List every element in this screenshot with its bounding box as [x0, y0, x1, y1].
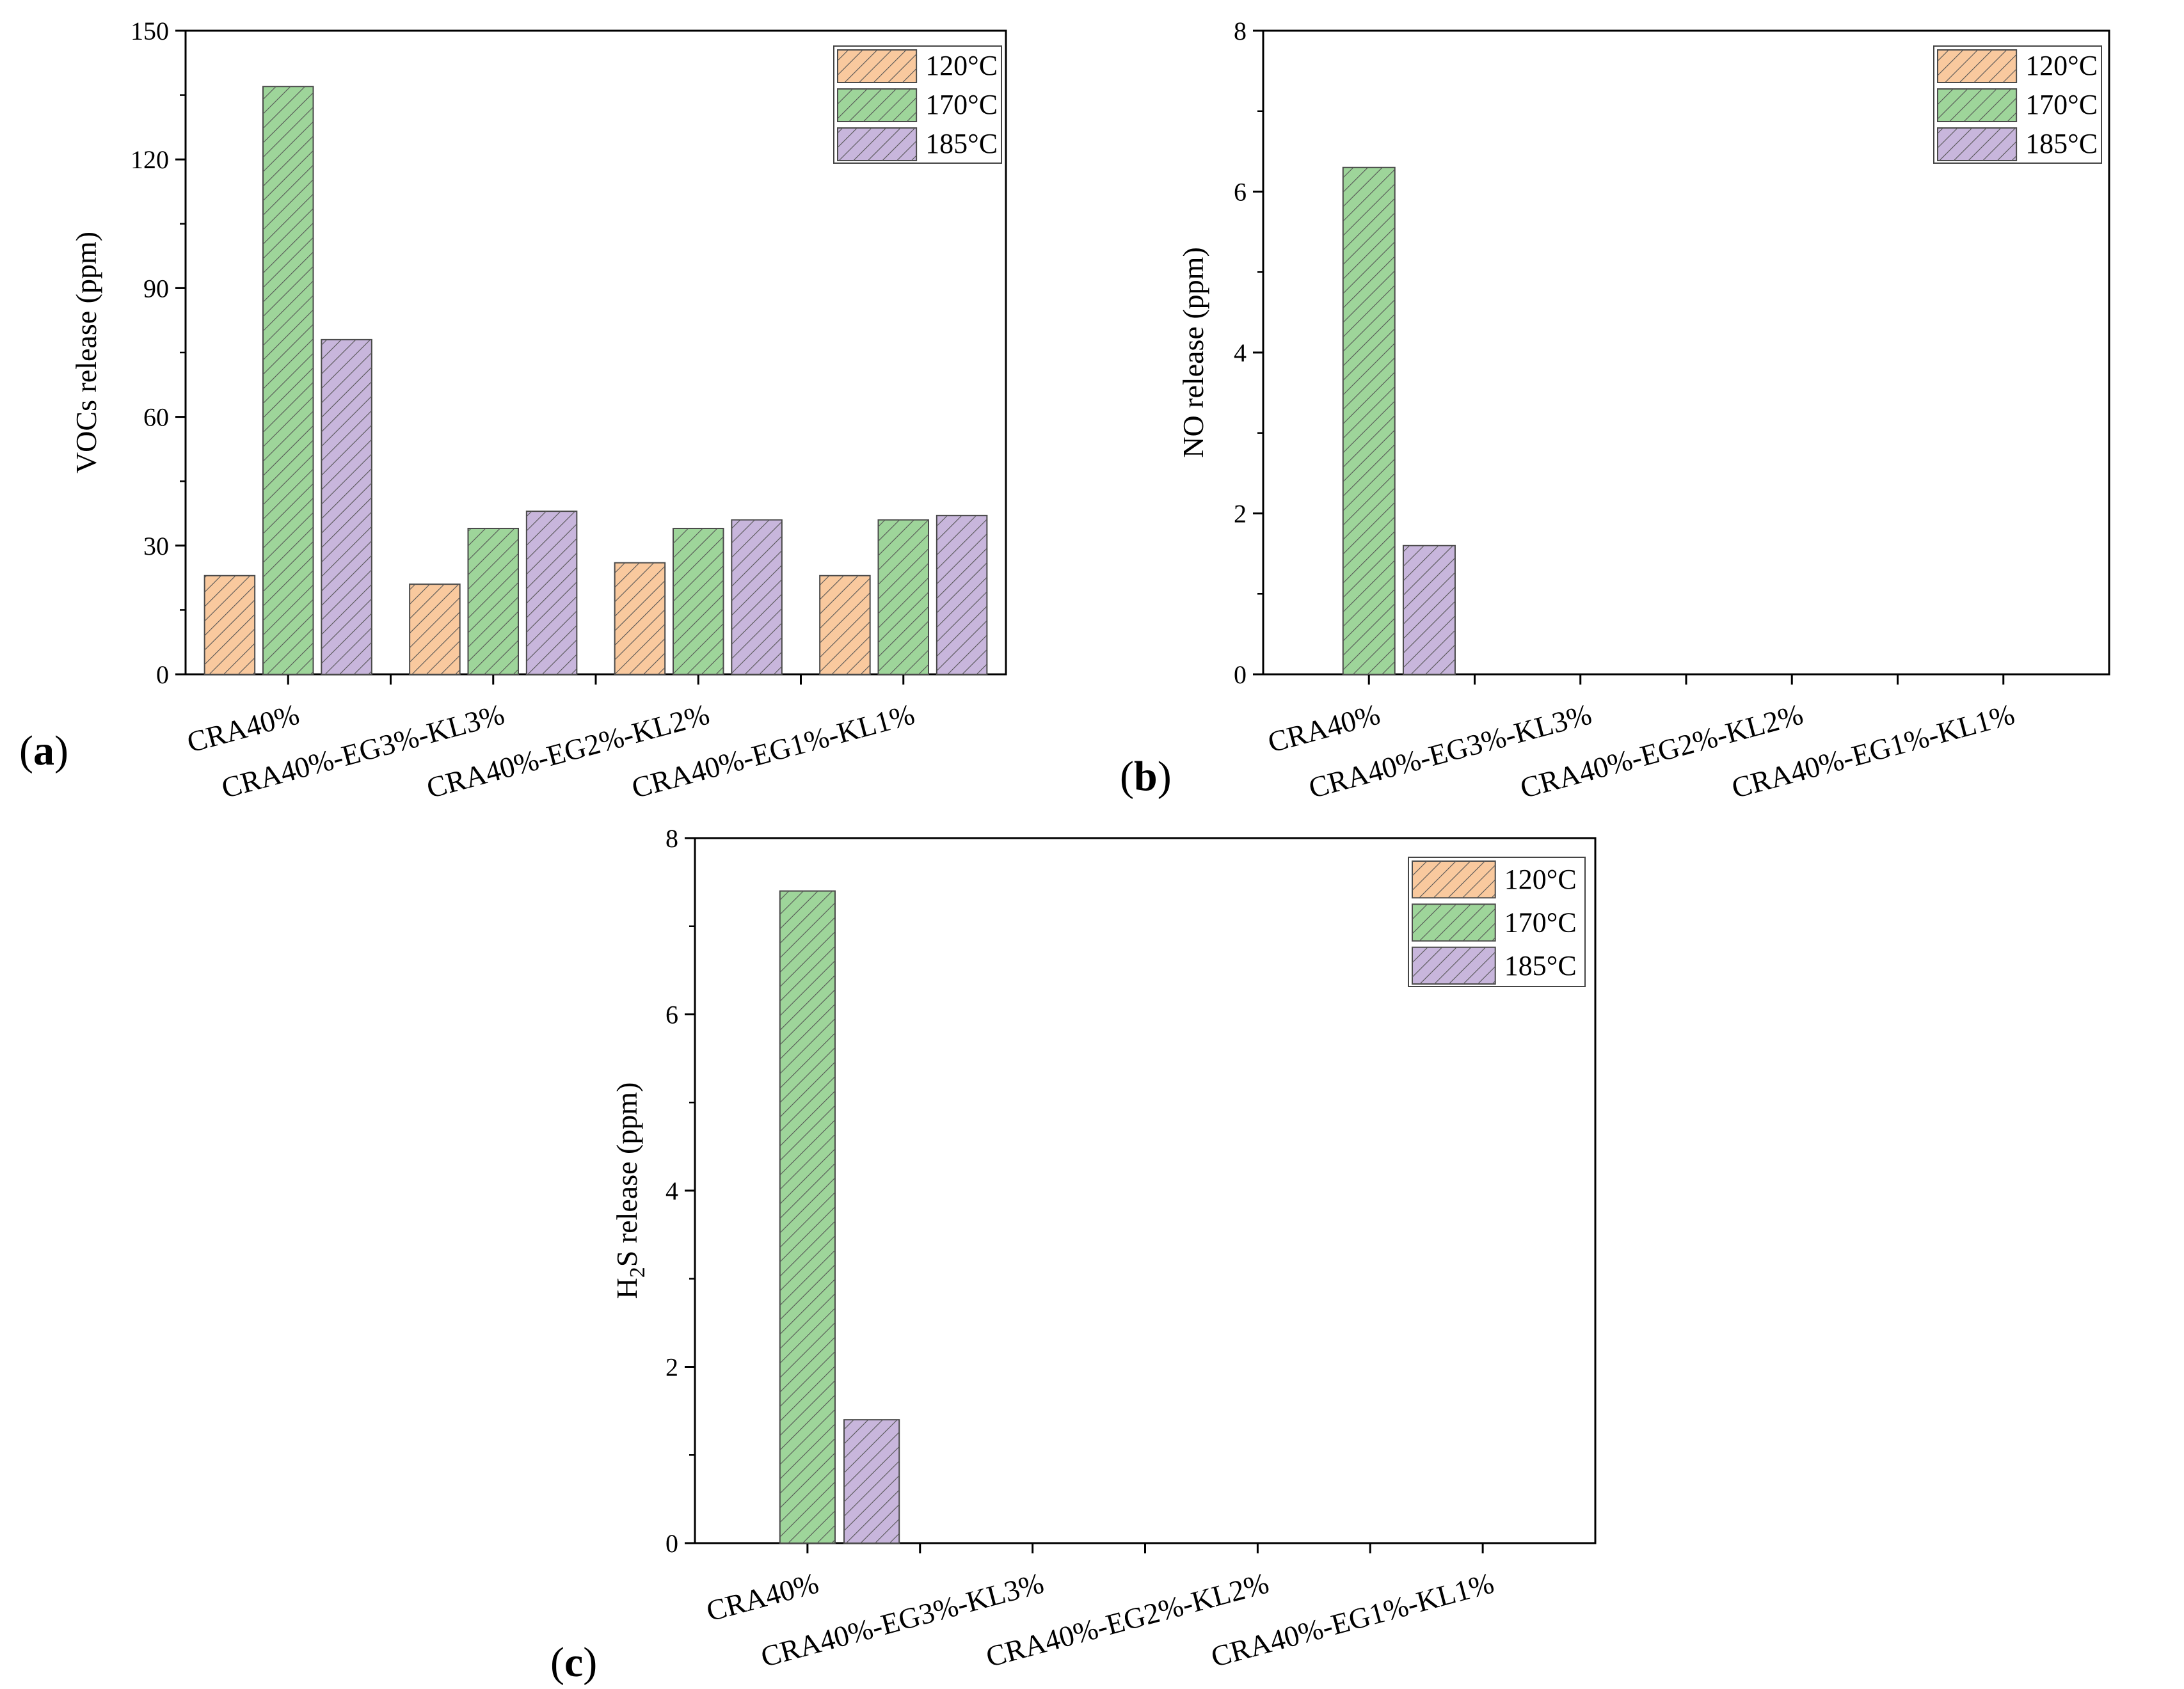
- bar-170-0: [1342, 166, 1396, 675]
- y-tick-label: 4: [666, 1177, 678, 1205]
- bar-170-0: [779, 890, 836, 1544]
- bar-hatch: [820, 575, 870, 674]
- x-category-label: CRA40%: [1264, 697, 1383, 759]
- bar-hatch: [673, 528, 724, 674]
- x-category-label: CRA40%: [703, 1566, 822, 1628]
- bar-hatch: [468, 528, 519, 674]
- y-tick-label: 60: [143, 403, 169, 432]
- bar-185-1: [525, 511, 578, 675]
- legend-label-120: 120°C: [2025, 50, 2098, 81]
- bar-120-3: [819, 575, 871, 675]
- bar-170-1: [467, 527, 520, 675]
- chart-panel-b: 02468CRA40%CRA40%-EG3%-KL3%CRA40%-EG2%-K…: [1120, 17, 2110, 804]
- legend-swatch-hatch: [1412, 904, 1495, 941]
- legend: 120°C 170°C 185°C: [1408, 857, 1586, 987]
- legend-swatch-hatch: [838, 128, 917, 161]
- legend-swatch-185: [837, 127, 918, 161]
- legend-swatch-hatch: [1938, 89, 2017, 122]
- bar-hatch: [779, 891, 835, 1543]
- y-axis-title: VOCs release (ppm): [70, 232, 102, 473]
- legend: 120°C 170°C 185°C: [1933, 45, 2102, 164]
- legend-swatch-120: [1412, 860, 1496, 899]
- legend-swatch-170: [837, 88, 918, 122]
- chart-panel-c: 02468CRA40%CRA40%-EG3%-KL3%CRA40%-EG2%-K…: [550, 824, 1597, 1686]
- y-tick-label: 2: [1234, 500, 1247, 528]
- y-axis-title: NO release (ppm): [1177, 247, 1209, 458]
- legend-swatch-120: [1937, 49, 2018, 83]
- panel-label: (a): [19, 727, 68, 774]
- y-tick-label: 0: [1234, 660, 1247, 689]
- bar-hatch: [262, 86, 314, 675]
- bar-hatch: [1403, 545, 1455, 674]
- legend-swatch-hatch: [838, 89, 917, 122]
- legend-label-185: 185°C: [925, 128, 998, 159]
- y-tick-label: 8: [666, 824, 678, 853]
- legend-label-185: 185°C: [1504, 950, 1577, 981]
- bar-hatch: [844, 1420, 900, 1543]
- bar-185-0: [843, 1419, 900, 1544]
- legend-label-170: 170°C: [2025, 89, 2098, 120]
- bar-hatch: [731, 519, 782, 674]
- y-tick-label: 2: [666, 1353, 678, 1382]
- bar-hatch: [526, 511, 577, 674]
- bar-hatch: [1343, 167, 1395, 674]
- y-tick-label: 0: [666, 1529, 678, 1558]
- bar-hatch: [614, 562, 666, 674]
- legend-label-120: 120°C: [1504, 864, 1577, 895]
- y-axis-title: H2S release (ppm): [610, 1082, 650, 1299]
- legend-label-170: 170°C: [925, 89, 998, 120]
- legend-swatch-185: [1412, 946, 1496, 985]
- panel-label: (b): [1120, 753, 1172, 800]
- chart-panel-a: 0306090120150CRA40%CRA40%-EG3%-KL3%CRA40…: [19, 17, 1007, 804]
- legend-swatch-hatch: [1938, 50, 2017, 83]
- legend-label-185: 185°C: [2025, 128, 2098, 159]
- bar-170-0: [262, 86, 314, 676]
- y-tick-label: 150: [131, 17, 169, 45]
- bar-185-0: [321, 338, 372, 675]
- legend-swatch-185: [1937, 127, 2018, 161]
- y-tick-label: 30: [143, 532, 169, 560]
- y-tick-label: 0: [156, 660, 169, 689]
- legend-swatch-hatch: [838, 50, 917, 83]
- bar-hatch: [321, 339, 372, 674]
- legend-swatch-170: [1412, 903, 1496, 942]
- bar-185-2: [731, 519, 783, 675]
- legend-swatch-hatch: [1412, 947, 1495, 984]
- bar-120-2: [614, 562, 666, 675]
- legend-label-120: 120°C: [925, 50, 998, 81]
- bar-170-3: [877, 519, 930, 675]
- bar-120-1: [409, 583, 461, 675]
- y-tick-label: 8: [1234, 17, 1247, 45]
- y-tick-label: 6: [666, 1001, 678, 1029]
- legend-label-170: 170°C: [1504, 907, 1577, 938]
- bar-120-0: [203, 575, 256, 675]
- bar-185-0: [1402, 544, 1456, 675]
- bar-185-3: [936, 514, 988, 675]
- y-tick-label: 6: [1234, 178, 1247, 207]
- bar-hatch: [936, 515, 987, 674]
- y-tick-label: 4: [1234, 338, 1247, 367]
- bar-170-2: [672, 527, 724, 675]
- legend-swatch-hatch: [1938, 128, 2017, 161]
- y-tick-label: 90: [143, 274, 169, 303]
- legend-swatch-120: [837, 49, 918, 83]
- bar-hatch: [410, 584, 460, 674]
- y-tick-label: 120: [131, 145, 169, 174]
- bar-hatch: [878, 519, 929, 674]
- panel-label: (c): [550, 1639, 597, 1686]
- legend: 120°C 170°C 185°C: [833, 45, 1002, 164]
- legend-swatch-170: [1937, 88, 2018, 122]
- legend-swatch-hatch: [1412, 861, 1495, 898]
- x-category-label: CRA40%: [184, 697, 303, 759]
- bar-hatch: [204, 575, 255, 674]
